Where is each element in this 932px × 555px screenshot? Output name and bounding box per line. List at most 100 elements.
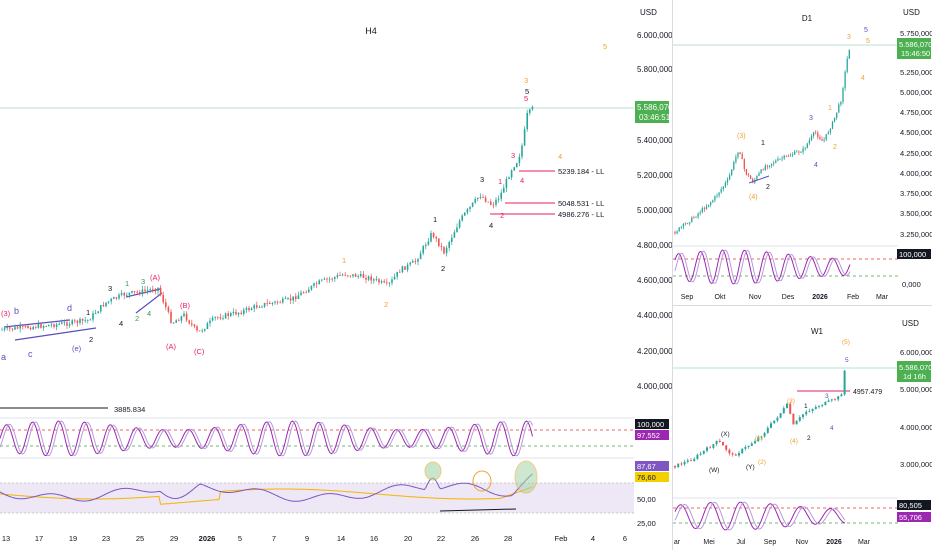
candle-body xyxy=(55,324,58,327)
candle-body xyxy=(328,278,331,280)
candle-body xyxy=(722,442,724,446)
wave-label: 2 xyxy=(135,314,139,323)
h4-level-label: 5048.531 - LL xyxy=(558,199,604,208)
w1-candles xyxy=(674,369,846,470)
w1-last-price-badge xyxy=(897,361,931,382)
candle-body xyxy=(263,302,266,307)
candle-body xyxy=(183,313,185,317)
candle-body xyxy=(126,294,128,296)
candle-body xyxy=(796,151,798,153)
candle-body xyxy=(699,212,701,214)
candle-body xyxy=(250,308,253,311)
candle-body xyxy=(492,204,495,206)
h4-price-tick: 4.800,000 xyxy=(637,241,672,250)
candle-body xyxy=(422,246,424,254)
candle-body xyxy=(162,294,164,303)
wave-label: 2 xyxy=(441,264,445,273)
candle-body xyxy=(739,152,741,155)
h4-chart-pane[interactable]: H4 USD 6.000,000 5.800,000 5.400,000 5.2… xyxy=(0,0,673,550)
h4-rsi-highlight xyxy=(472,470,492,492)
h4-time-tick: 13 xyxy=(2,534,10,543)
candle-body xyxy=(412,261,414,263)
candle-body xyxy=(838,104,840,113)
candle-body xyxy=(204,329,206,331)
wave-label: 4 xyxy=(489,221,493,230)
candle-body xyxy=(341,274,344,276)
d1-chart-pane[interactable]: D1 USD 5.750,000 5.250,000 5.000,000 4.7… xyxy=(673,0,932,305)
h4-stoch-badge xyxy=(635,430,669,440)
candle-body xyxy=(474,198,476,203)
d1-time-tick: 2026 xyxy=(812,294,828,301)
h4-price-tick: 4.400,000 xyxy=(637,311,672,320)
candle-body xyxy=(61,322,63,324)
candle-body xyxy=(709,447,712,449)
candle-body xyxy=(734,454,737,456)
candle-body xyxy=(300,292,302,296)
h4-level-label: 4986.276 - LL xyxy=(558,210,604,219)
wave-label: (1) xyxy=(755,435,763,442)
wave-label: (3) xyxy=(787,398,795,405)
h4-chart[interactable]: H4 USD 6.000,000 5.800,000 5.400,000 5.2… xyxy=(0,0,673,550)
candle-body xyxy=(798,151,800,153)
candle-body xyxy=(274,301,276,303)
h4-time-tick: 20 xyxy=(404,534,412,543)
candle-body xyxy=(503,188,505,193)
candle-body xyxy=(302,292,305,294)
w1-time-tick: Jul xyxy=(737,539,746,546)
h4-time-tick: Feb xyxy=(555,534,568,543)
wave-label: (3) xyxy=(1,309,11,318)
wave-label: 2 xyxy=(89,335,93,344)
pane-divider-vertical[interactable] xyxy=(672,0,673,550)
candle-body xyxy=(94,313,97,315)
candle-body xyxy=(445,247,448,254)
candle-body xyxy=(261,306,263,308)
candle-body xyxy=(105,302,107,307)
candle-body xyxy=(14,327,16,330)
candle-body xyxy=(718,192,720,196)
candle-body xyxy=(745,169,748,175)
candle-body xyxy=(378,279,380,283)
h4-title: H4 xyxy=(365,26,377,36)
wave-label: 3 xyxy=(847,34,851,41)
candle-body xyxy=(733,161,735,170)
candle-body xyxy=(726,179,729,183)
candle-body xyxy=(786,403,788,409)
candle-body xyxy=(712,200,714,203)
wave-label: (Y) xyxy=(746,464,755,471)
wave-label: 5 xyxy=(866,38,870,45)
candle-body xyxy=(188,320,190,324)
candle-body xyxy=(258,307,261,308)
d1-trendline xyxy=(748,175,770,184)
wave-label: (4) xyxy=(749,194,758,201)
candle-body xyxy=(115,297,118,299)
candle-body xyxy=(531,106,534,110)
w1-price-axis: 6.000,000 5.000,000 4.000,000 3.000,000 xyxy=(900,348,932,469)
candle-body xyxy=(48,324,50,327)
w1-chart-pane[interactable]: W1 USD 6.000,000 5.000,000 4.000,000 3.0… xyxy=(673,306,932,550)
candle-body xyxy=(29,328,32,330)
candle-body xyxy=(461,215,463,221)
w1-chart[interactable]: W1 USD 6.000,000 5.000,000 4.000,000 3.0… xyxy=(673,306,932,550)
candle-body xyxy=(482,197,484,198)
h4-time-tick: 17 xyxy=(35,534,43,543)
wave-label: 2 xyxy=(807,435,811,442)
h4-stoch-value: 97,552 xyxy=(637,431,660,440)
candle-body xyxy=(505,179,508,189)
candle-body xyxy=(706,447,708,451)
d1-chart[interactable]: D1 USD 5.750,000 5.250,000 5.000,000 4.7… xyxy=(673,0,932,305)
d1-last-price-badge xyxy=(897,38,931,59)
w1-price-tick: 5.000,000 xyxy=(900,385,932,394)
wave-label: 1 xyxy=(86,308,90,317)
candle-body xyxy=(724,182,727,187)
h4-price-axis: 6.000,000 5.800,000 5.400,000 5.200,000 … xyxy=(637,31,673,391)
candle-body xyxy=(27,325,29,329)
candle-body xyxy=(295,296,297,299)
candle-body xyxy=(193,324,196,327)
h4-time-tick: 28 xyxy=(504,534,512,543)
h4-candles xyxy=(1,105,534,333)
candle-body xyxy=(479,197,482,198)
candle-body xyxy=(131,290,133,293)
pane-divider-horizontal[interactable] xyxy=(673,305,932,306)
h4-time-tick: 2026 xyxy=(199,534,216,543)
candle-body xyxy=(722,186,724,190)
